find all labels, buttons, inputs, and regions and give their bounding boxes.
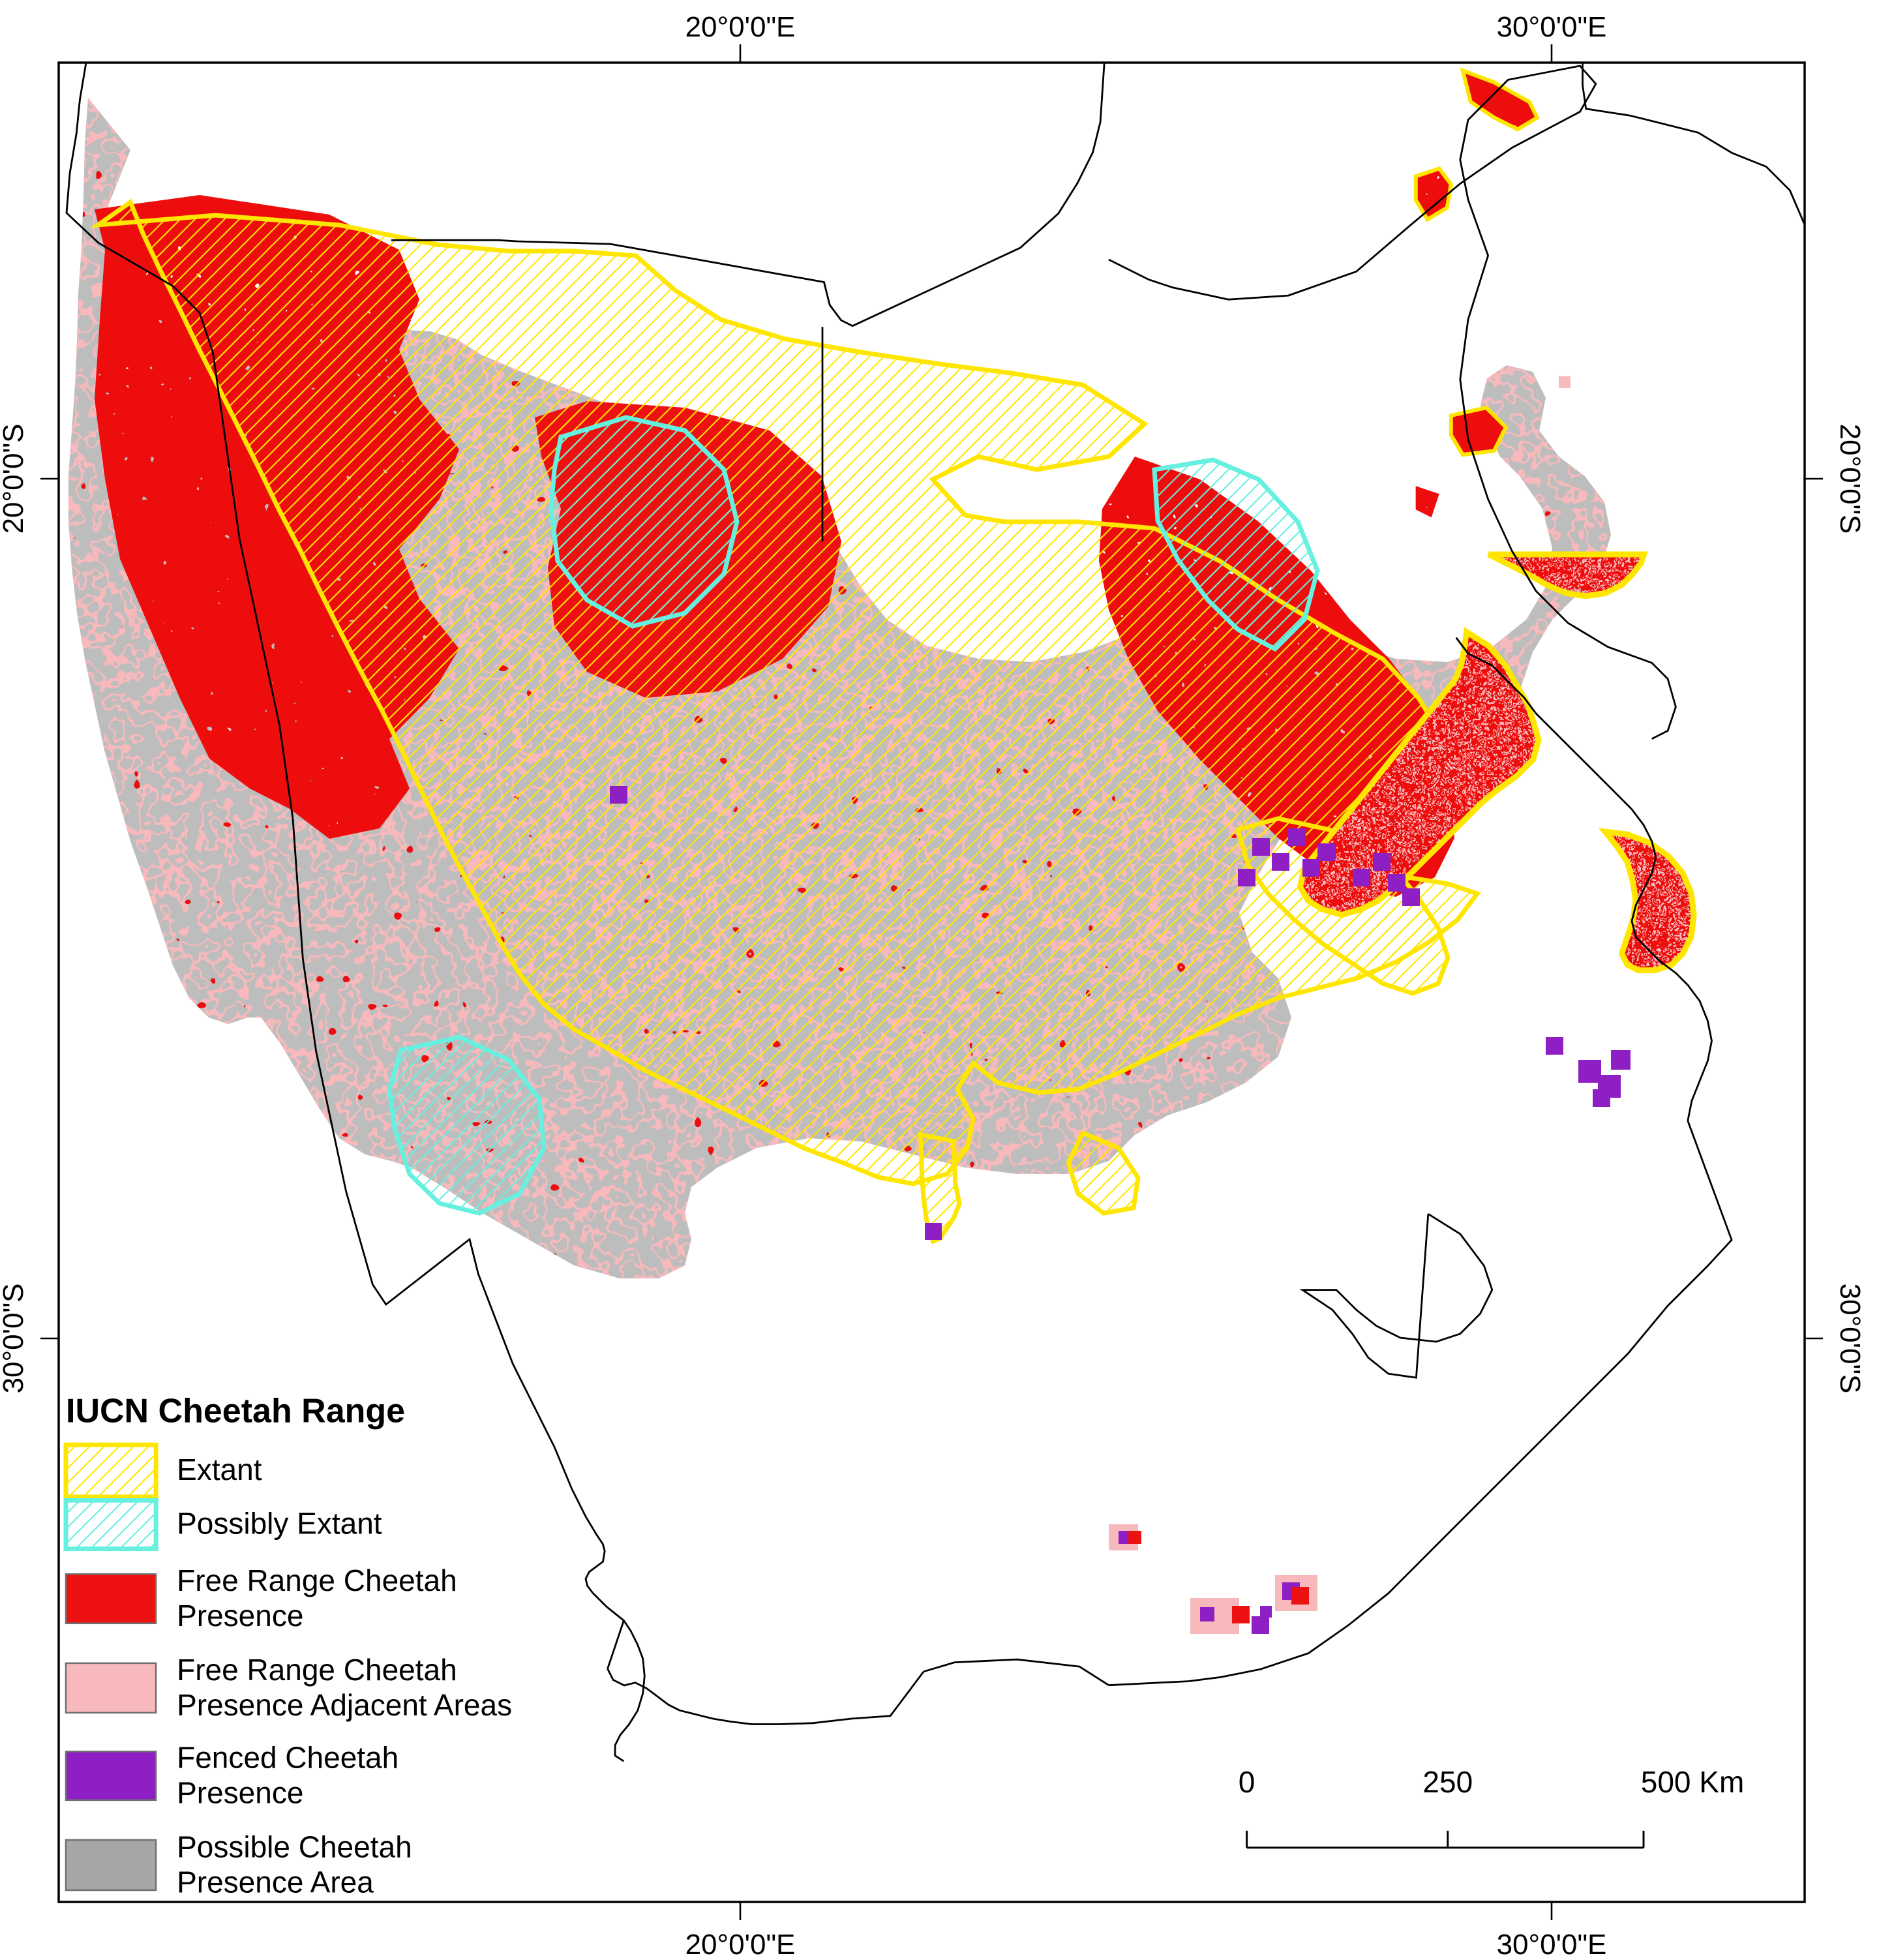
svg-text:30°0'0"E: 30°0'0"E bbox=[1497, 11, 1607, 43]
svg-text:Possibly Extant: Possibly Extant bbox=[177, 1506, 382, 1540]
svg-text:30°0'0"S: 30°0'0"S bbox=[0, 1284, 29, 1394]
svg-text:20°0'0"E: 20°0'0"E bbox=[685, 11, 796, 43]
svg-text:Extant: Extant bbox=[177, 1453, 262, 1486]
svg-text:Possible Cheetah: Possible Cheetah bbox=[177, 1830, 412, 1863]
svg-text:20°0'0"S: 20°0'0"S bbox=[1834, 424, 1866, 534]
svg-text:Presence Area: Presence Area bbox=[177, 1865, 374, 1899]
svg-text:250: 250 bbox=[1422, 1765, 1473, 1799]
svg-text:20°0'0"E: 20°0'0"E bbox=[685, 1929, 796, 1957]
svg-text:Presence: Presence bbox=[177, 1776, 303, 1810]
svg-text:500 Km: 500 Km bbox=[1641, 1765, 1745, 1799]
svg-text:Presence: Presence bbox=[177, 1599, 303, 1633]
svg-text:30°0'0"S: 30°0'0"S bbox=[1834, 1284, 1866, 1394]
svg-text:Free Range Cheetah: Free Range Cheetah bbox=[177, 1653, 457, 1687]
svg-text:Presence Adjacent Areas: Presence Adjacent Areas bbox=[177, 1688, 512, 1722]
svg-text:Fenced Cheetah: Fenced Cheetah bbox=[177, 1741, 398, 1775]
svg-text:30°0'0"E: 30°0'0"E bbox=[1497, 1929, 1607, 1957]
svg-text:20°0'0"S: 20°0'0"S bbox=[0, 424, 29, 534]
svg-text:0: 0 bbox=[1239, 1765, 1255, 1799]
svg-text:Free Range Cheetah: Free Range Cheetah bbox=[177, 1563, 457, 1597]
svg-text:IUCN Cheetah Range: IUCN Cheetah Range bbox=[66, 1393, 405, 1430]
